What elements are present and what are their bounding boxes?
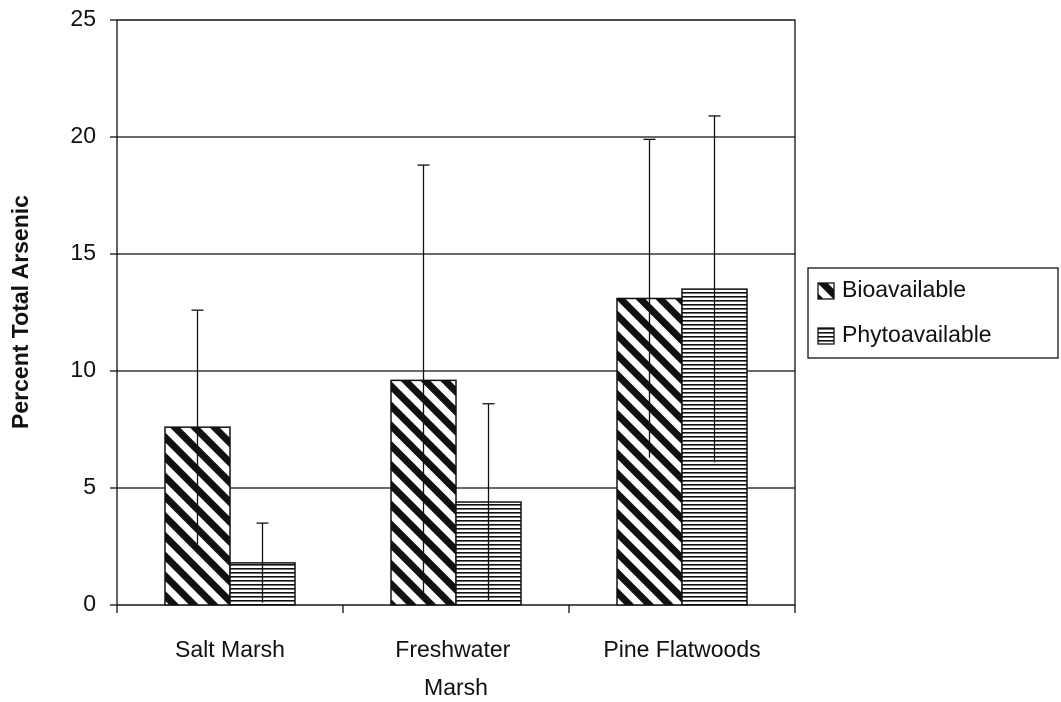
legend-swatch — [817, 327, 835, 345]
y-tick-label: 20 — [70, 122, 96, 148]
y-tick-label: 10 — [70, 356, 96, 382]
x-tick-label: Freshwater Marsh — [395, 636, 516, 700]
error-bar — [417, 164, 430, 596]
y-tick-label: 15 — [70, 239, 96, 265]
x-tick-label: Pine Flatwoods — [603, 636, 760, 662]
error-bar — [256, 522, 269, 603]
legend-box — [807, 267, 1059, 359]
y-tick-label: 5 — [83, 473, 96, 499]
legend-swatch — [817, 282, 835, 300]
y-tick-label: 0 — [83, 590, 96, 616]
legend-label: Bioavailable — [842, 276, 966, 302]
error-bar — [643, 138, 656, 458]
legend-label: Phytoavailable — [842, 321, 992, 347]
y-tick-label: 25 — [70, 5, 96, 31]
error-bar — [191, 309, 204, 545]
x-tick-label: Salt Marsh — [175, 636, 285, 662]
error-bar — [708, 115, 721, 463]
y-axis-label: Percent Total Arsenic — [7, 195, 33, 429]
error-bar — [482, 403, 495, 601]
